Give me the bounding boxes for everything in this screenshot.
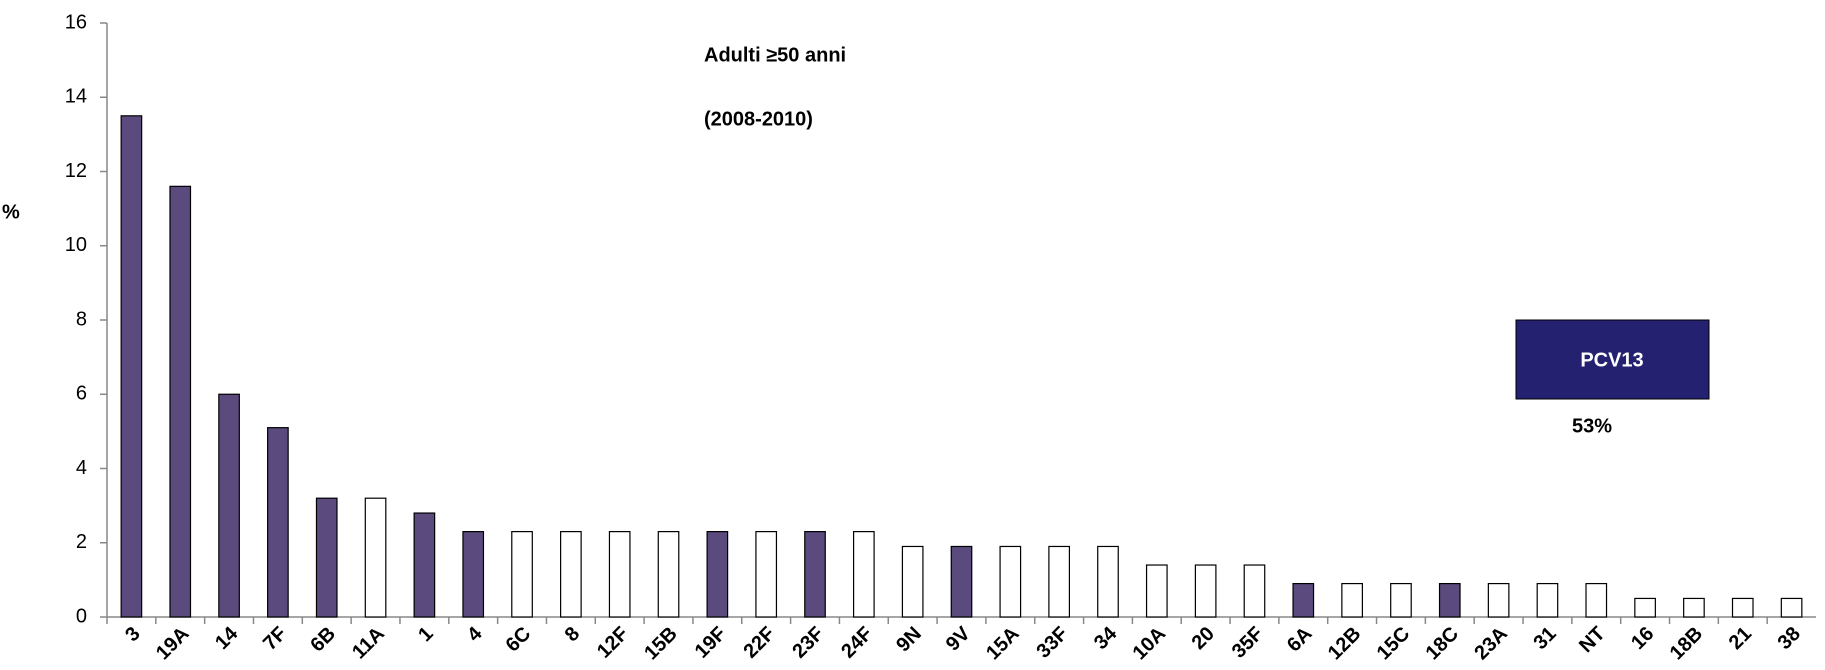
y-axis-label: %	[2, 201, 20, 223]
x-tick-label: 18C	[1422, 623, 1464, 665]
bar	[315, 497, 338, 618]
y-tick-label: 4	[76, 457, 87, 479]
bar	[169, 185, 192, 618]
bar	[1438, 582, 1461, 618]
x-tick-label: 16	[1627, 623, 1658, 654]
x-tick-label: 9V	[942, 622, 975, 655]
x-tick-label: 15C	[1373, 623, 1415, 665]
x-tick-label: 23F	[788, 623, 828, 663]
bar	[462, 531, 485, 618]
x-tick-label: 4	[463, 622, 487, 646]
x-tick-label: 7F	[259, 623, 291, 655]
y-tick-label: 2	[76, 531, 87, 553]
bar	[901, 545, 924, 618]
chart-title: Adulti ≥50 anni	[704, 44, 846, 66]
x-tick-label: 20	[1188, 623, 1219, 654]
x-tick-label: 24F	[837, 623, 877, 663]
bar	[1683, 597, 1705, 618]
bar	[657, 531, 680, 618]
x-tick-label: 23A	[1470, 623, 1512, 665]
bar	[608, 531, 631, 618]
legend-box	[1515, 319, 1710, 400]
y-tick-label: 8	[76, 308, 87, 330]
bar	[1585, 582, 1608, 618]
x-tick-label: 12B	[1324, 623, 1366, 665]
bar	[1341, 582, 1363, 618]
bar	[950, 545, 973, 618]
x-tick-label: 9N	[892, 623, 926, 657]
x-tick-label: 6A	[1283, 623, 1317, 657]
x-tick-label: 15B	[640, 623, 682, 665]
y-tick-label: 16	[65, 11, 87, 33]
x-tick-label: 22F	[740, 623, 780, 663]
bar	[852, 531, 875, 618]
x-tick-label: 3	[121, 623, 144, 646]
y-tick-label: 6	[76, 383, 87, 405]
bar	[1780, 597, 1803, 618]
bar	[364, 497, 387, 618]
y-tick-label: 14	[65, 86, 87, 108]
x-tick-label: 33F	[1032, 623, 1072, 663]
bar	[1292, 582, 1315, 618]
x-tick-label: 6C	[502, 623, 536, 657]
bar	[1243, 564, 1266, 618]
legend-box-label: PCV13	[1580, 349, 1643, 371]
bar	[1145, 564, 1168, 618]
bar	[511, 531, 533, 618]
x-tick-label: 10A	[1129, 623, 1171, 665]
x-tick-label: 6B	[306, 623, 340, 657]
bar	[1731, 597, 1754, 618]
x-tick-label: 12F	[593, 623, 633, 663]
x-tick-label: 8	[561, 623, 584, 646]
bar	[1487, 582, 1510, 618]
x-tick-label: 18B	[1666, 623, 1708, 665]
bar	[706, 531, 729, 618]
bar	[267, 427, 289, 618]
x-tick-label: NT	[1575, 623, 1609, 657]
bar	[560, 531, 582, 618]
x-tick-label: 31	[1529, 623, 1560, 654]
bar	[120, 115, 143, 618]
x-tick-label: 1	[414, 623, 437, 646]
y-tick-label: 10	[65, 234, 87, 256]
chart-subtitle: (2008-2010)	[704, 108, 813, 130]
bar	[804, 531, 826, 618]
x-tick-label: 15A	[982, 623, 1024, 665]
bar	[1194, 564, 1217, 618]
bar	[755, 531, 778, 618]
legend-value: 53%	[1572, 415, 1612, 437]
x-tick-label: 38	[1774, 623, 1805, 654]
bar	[999, 545, 1022, 618]
bar	[1536, 582, 1559, 618]
bar	[1097, 545, 1119, 618]
bar	[1634, 597, 1656, 618]
x-tick-label: 34	[1090, 622, 1122, 654]
y-tick-label: 12	[65, 160, 87, 182]
bar	[218, 393, 240, 618]
x-tick-label: 19F	[691, 623, 731, 663]
bar	[1390, 582, 1412, 618]
x-tick-label: 21	[1725, 623, 1756, 654]
bar	[413, 512, 436, 618]
x-tick-label: 11A	[348, 623, 389, 664]
x-tick-label: 19A	[152, 623, 194, 665]
x-tick-label: 35F	[1228, 623, 1268, 663]
y-tick-label: 0	[76, 605, 87, 627]
bar	[1048, 545, 1071, 618]
x-tick-label: 14	[211, 622, 243, 654]
